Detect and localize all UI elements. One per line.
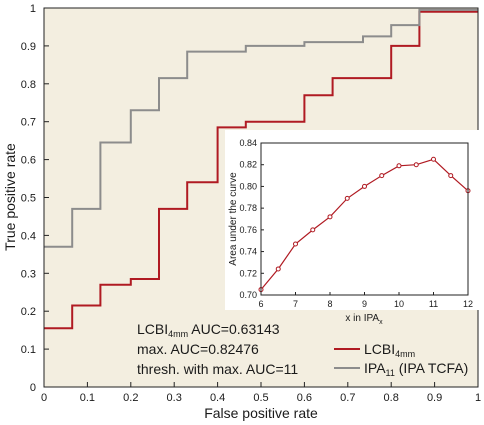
y-tick-label: 0.7 <box>21 117 36 129</box>
x-tick-label: 0.3 <box>167 392 182 404</box>
legend-label-lcbi: LCBI4mm <box>364 341 415 359</box>
auc-point <box>275 266 281 272</box>
y-tick-label: 0 <box>30 382 36 394</box>
inset-y-tick-label: 0.80 <box>239 181 257 191</box>
auc-annotation-line1-sub: 4mm <box>168 329 188 339</box>
inset-y-tick-label: 0.74 <box>239 247 257 257</box>
auc-point <box>448 173 454 179</box>
inset-x-tick-label: 12 <box>463 299 473 309</box>
x-tick-label: 0.8 <box>384 392 399 404</box>
x-tick-label: 0.6 <box>297 392 312 404</box>
legend-label-lcbi-sub: 4mm <box>395 349 415 359</box>
main-series-group <box>44 8 478 330</box>
inset-y-axis-label: Area under the curve <box>228 172 239 266</box>
auc-annotation-line3: thresh. with max. AUC=11 <box>137 361 298 377</box>
legend-label-ipa-rest: (IPA TCFA) <box>395 360 468 376</box>
legend-label-ipa-sub: 11 <box>386 368 395 378</box>
auc-annotation-line1-main: LCBI <box>137 321 168 337</box>
inset-y-tick-label: 0.82 <box>239 160 257 170</box>
inset-x-tick-label: 9 <box>362 299 367 309</box>
x-tick-label: 0.2 <box>123 392 138 404</box>
inset-series-group <box>258 156 471 293</box>
roc-line-lcbi <box>44 10 478 330</box>
inset-x-tick-label: 11 <box>429 299 438 309</box>
main-axis-ticks: 0 0.1 0.2 0.3 0.4 0.5 0.6 0.7 0.8 0.9 100.10.20.30… <box>21 3 481 404</box>
auc-point <box>362 183 367 189</box>
y-tick-label: 0.9 <box>21 41 36 53</box>
inset-x-axis-label-main: x in IPA <box>345 313 379 324</box>
x-tick-label: 0.4 <box>210 392 225 404</box>
auc-point <box>344 195 350 201</box>
inset-chart: 6 7 8 9 10 11 12 0.70 0.72 0.74 0.76 0.78 0.80 0.82 0.… <box>225 130 482 326</box>
legend-label-lcbi-main: LCBI <box>364 341 395 357</box>
inset-y-tick-label: 0.78 <box>239 203 257 213</box>
auc-point <box>293 241 298 247</box>
inset-x-axis-label-sub: x <box>379 319 383 326</box>
auc-point <box>310 227 316 233</box>
x-tick-label: 0.1 <box>80 392 95 404</box>
y-tick-label: 0.6 <box>21 155 36 167</box>
inset-x-axis-label: x in IPAx <box>345 313 383 326</box>
y-tick-label: 1 <box>30 3 36 15</box>
inset-y-tick-label: 0.76 <box>239 225 257 235</box>
legend: LCBI4mm IPA11 (IPA TCFA) <box>334 341 468 378</box>
auc-point <box>379 173 385 179</box>
x-tick-label: 0 <box>41 392 47 404</box>
auc-point <box>431 156 436 162</box>
legend-label-ipa: IPA11 (IPA TCFA) <box>364 360 468 378</box>
x-tick-label: 0.9 <box>427 392 442 404</box>
inset-frame <box>260 142 469 296</box>
auc-annotation-line2: max. AUC=0.82476 <box>137 341 259 357</box>
roc-line-ipa <box>44 8 478 248</box>
inset-y-tick-label: 0.70 <box>239 290 257 300</box>
y-tick-label: 0.8 <box>21 79 36 91</box>
inset-background <box>225 130 482 310</box>
inset-x-tick-label: 7 <box>293 299 298 309</box>
x-tick-label: 0.7 <box>340 392 355 404</box>
y-tick-label: 0.5 <box>21 193 36 205</box>
y-axis-label: True positive rate <box>2 143 18 251</box>
auc-annotation-line1-rest: AUC=0.63143 <box>188 321 280 337</box>
inset-y-tick-label: 0.72 <box>239 268 257 278</box>
inset-x-tick-label: 8 <box>327 299 332 309</box>
inset-x-tick-label: 10 <box>394 299 404 309</box>
auc-point <box>413 162 419 168</box>
x-tick-label: 0.5 <box>253 392 268 404</box>
auc-point <box>327 214 333 220</box>
auc-point <box>396 163 402 169</box>
x-tick-label: 1 <box>475 392 481 404</box>
x-axis-label: False positive rate <box>204 405 318 421</box>
y-tick-label: 0.1 <box>21 344 36 356</box>
inset-axis-ticks: 6 7 8 9 10 11 12 0.70 0.72 0.74 0.76 0.78 0.80 0.82 0.… <box>239 138 473 309</box>
auc-annotation-line1: LCBI4mm AUC=0.63143 <box>137 321 280 339</box>
inset-y-tick-label: 0.84 <box>239 138 257 148</box>
inset-x-tick-label: 6 <box>258 299 263 309</box>
y-tick-label: 0.4 <box>21 230 36 242</box>
y-tick-label: 0.2 <box>21 306 36 318</box>
y-tick-label: 0.3 <box>21 268 36 280</box>
legend-label-ipa-main: IPA <box>364 360 386 376</box>
